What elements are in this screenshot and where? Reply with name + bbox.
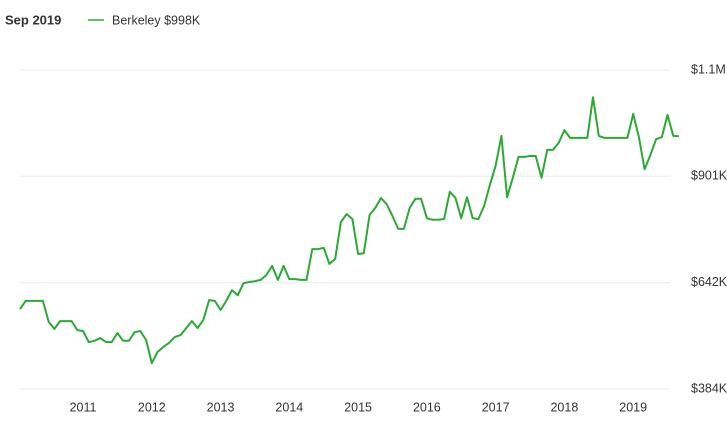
y-tick-label: $642K (691, 275, 727, 289)
x-tick-label: 2015 (344, 400, 372, 414)
y-tick-label: $384K (691, 381, 727, 395)
y-tick-label: $1.1M (691, 62, 726, 76)
x-tick-label: 2013 (207, 400, 235, 414)
x-tick-label: 2016 (413, 400, 441, 414)
x-tick-label: 2019 (619, 400, 647, 414)
data-line (19, 96, 680, 365)
x-tick-label: 2011 (70, 400, 97, 414)
y-tick-label: $901K (691, 168, 727, 182)
chart-title: Sep 2019 (5, 12, 61, 27)
x-tick-label: 2014 (275, 400, 303, 414)
x-tick-label: 2018 (550, 400, 578, 414)
x-tick-label: 2017 (482, 400, 510, 414)
legend-label: Berkeley $998K (112, 13, 201, 27)
x-tick-label: 2012 (138, 400, 166, 414)
